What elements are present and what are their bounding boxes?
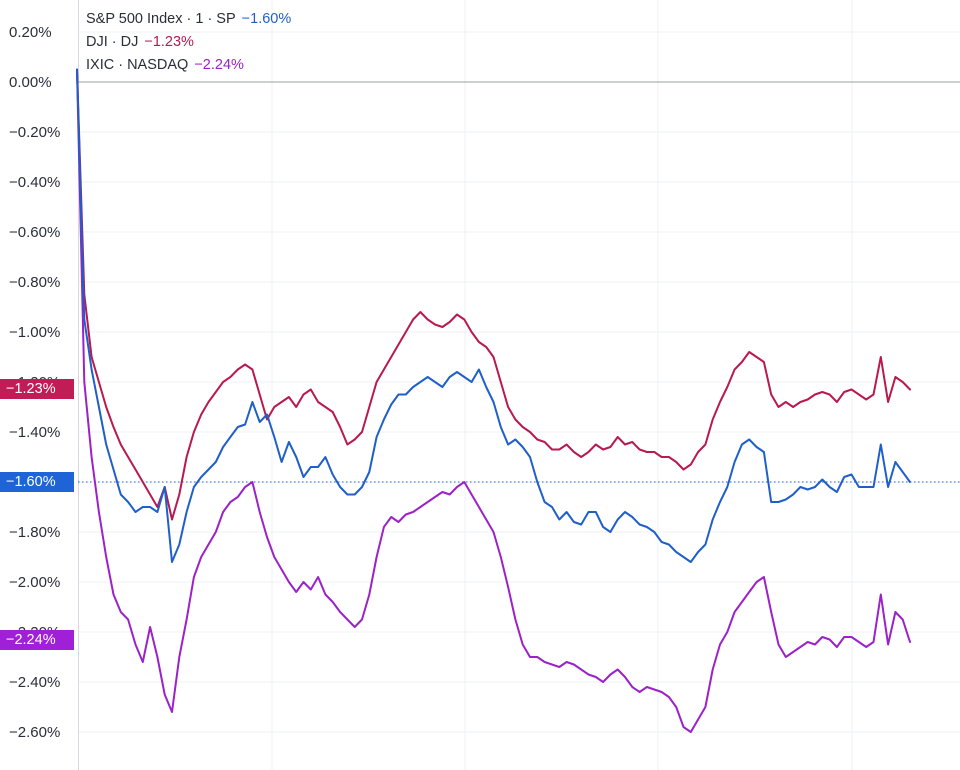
- series-line-ixic: [76, 68, 911, 733]
- y-tick-label: −1.40%: [9, 424, 60, 441]
- y-tick-label: −0.80%: [9, 274, 60, 291]
- last-value-badge-ixic: −2.24%: [0, 630, 74, 650]
- y-tick-label: 0.00%: [9, 74, 52, 91]
- legend-entry-dji[interactable]: DJI · DJ −1.23%: [86, 34, 194, 50]
- last-value-badge-sp500: −1.60%: [0, 472, 74, 492]
- y-tick-label: −1.00%: [9, 324, 60, 341]
- legend-change-ixic: −2.24%: [194, 57, 244, 73]
- y-tick-label: −2.40%: [9, 674, 60, 691]
- series-line-dji: [76, 68, 911, 521]
- legend-entry-ixic[interactable]: IXIC · NASDAQ −2.24%: [86, 57, 244, 73]
- legend-label-sp500: S&P 500 Index · 1 · SP: [86, 11, 236, 27]
- y-tick-label: −2.00%: [9, 574, 60, 591]
- legend-label-dji: DJI · DJ: [86, 34, 139, 50]
- y-tick-label: −2.60%: [9, 724, 60, 741]
- y-tick-label: −0.60%: [9, 224, 60, 241]
- series-line-sp500: [76, 68, 911, 563]
- legend-label-ixic: IXIC · NASDAQ: [86, 57, 189, 73]
- last-value-badge-dji: −1.23%: [0, 379, 74, 399]
- y-tick-label: −0.40%: [9, 174, 60, 191]
- y-tick-label: −0.20%: [9, 124, 60, 141]
- legend-change-sp500: −1.60%: [241, 11, 292, 27]
- legend-entry-sp500[interactable]: S&P 500 Index · 1 · SP −1.60%: [86, 11, 291, 27]
- y-tick-label: 0.20%: [9, 24, 52, 41]
- y-tick-label: −1.80%: [9, 524, 60, 541]
- legend-change-dji: −1.23%: [144, 34, 194, 50]
